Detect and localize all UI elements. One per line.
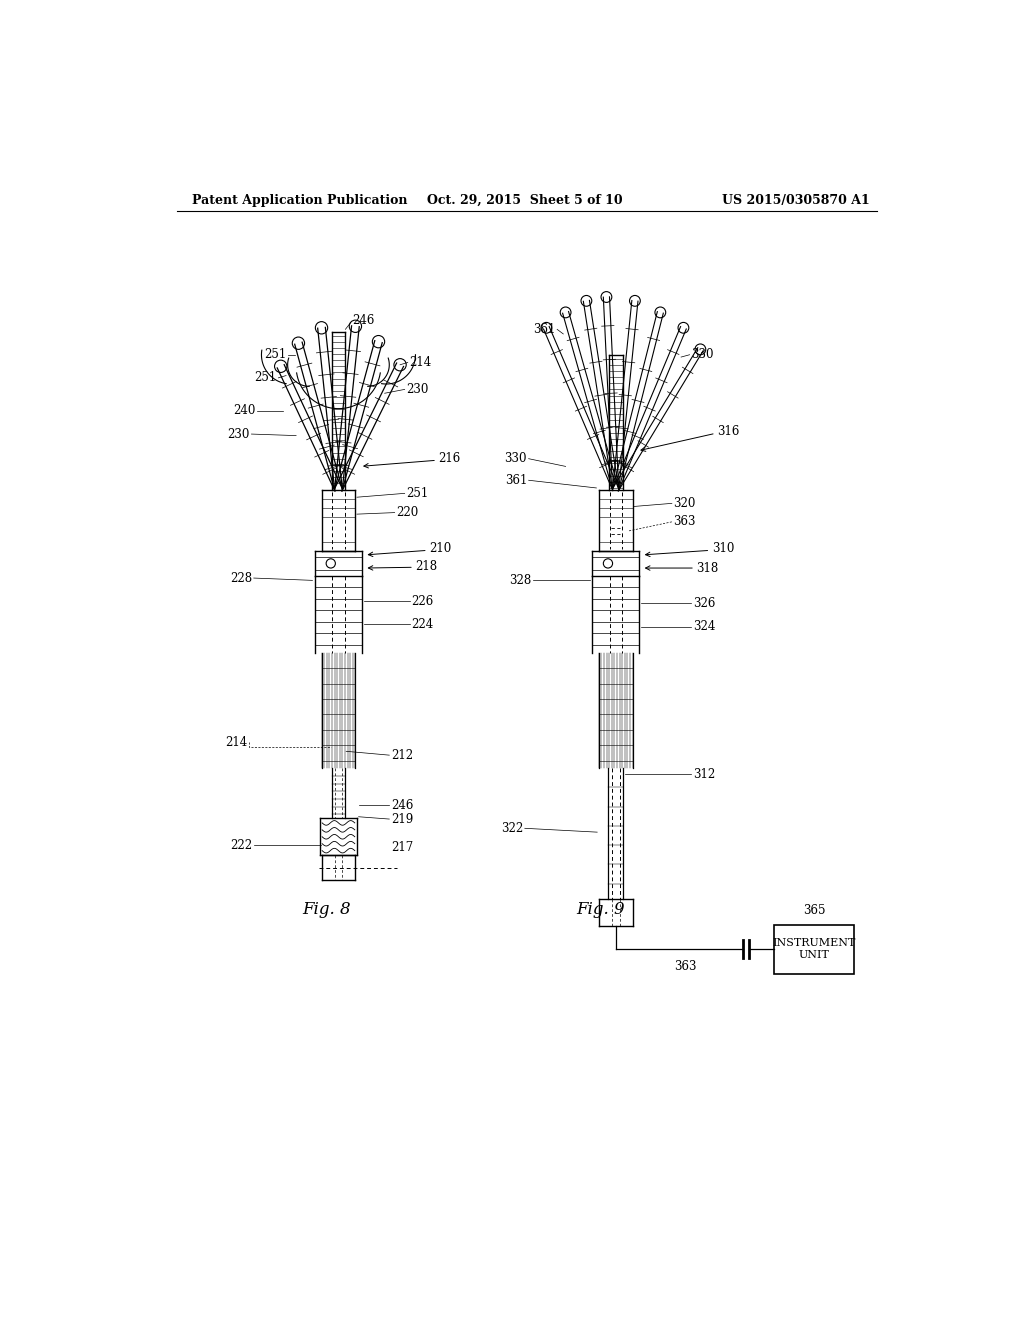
Text: 217: 217 <box>391 841 413 854</box>
Text: 251: 251 <box>264 348 286 362</box>
Text: 230: 230 <box>227 428 250 441</box>
Text: 222: 222 <box>230 838 252 851</box>
Text: 216: 216 <box>438 453 461 465</box>
Text: Fig. 9: Fig. 9 <box>575 900 625 917</box>
Text: 210: 210 <box>429 543 452 556</box>
Text: 326: 326 <box>692 597 715 610</box>
Text: 361: 361 <box>505 474 527 487</box>
Text: 365: 365 <box>803 904 825 917</box>
Text: 214: 214 <box>225 735 248 748</box>
Text: 246: 246 <box>352 314 375 326</box>
Text: 322: 322 <box>501 822 523 834</box>
Text: 228: 228 <box>230 572 252 585</box>
Text: 316: 316 <box>717 425 739 438</box>
Text: 330: 330 <box>505 453 527 465</box>
Text: 220: 220 <box>396 506 419 519</box>
Text: Oct. 29, 2015  Sheet 5 of 10: Oct. 29, 2015 Sheet 5 of 10 <box>427 194 623 207</box>
Bar <box>773 924 854 974</box>
Text: 361: 361 <box>534 323 556 335</box>
Text: 310: 310 <box>712 543 734 556</box>
Text: 328: 328 <box>509 574 531 587</box>
Text: 214: 214 <box>410 356 431 370</box>
Text: 312: 312 <box>692 768 715 781</box>
Text: 240: 240 <box>232 404 255 417</box>
Text: 363: 363 <box>674 960 696 973</box>
Text: 212: 212 <box>391 748 413 762</box>
Text: 218: 218 <box>416 560 437 573</box>
Text: 251: 251 <box>407 487 428 500</box>
Text: 230: 230 <box>407 383 429 396</box>
Text: Fig. 8: Fig. 8 <box>303 900 351 917</box>
Text: 330: 330 <box>691 348 714 362</box>
Text: 219: 219 <box>391 813 413 825</box>
Text: 324: 324 <box>692 620 715 634</box>
Text: 318: 318 <box>696 561 719 574</box>
Text: US 2015/0305870 A1: US 2015/0305870 A1 <box>722 194 869 207</box>
Text: INSTRUMENT
UNIT: INSTRUMENT UNIT <box>772 939 856 960</box>
Text: 363: 363 <box>674 515 696 528</box>
Text: 226: 226 <box>412 594 434 607</box>
Text: Patent Application Publication: Patent Application Publication <box>193 194 408 207</box>
Text: 251: 251 <box>255 371 276 384</box>
Text: 224: 224 <box>412 618 434 631</box>
Text: 320: 320 <box>674 496 695 510</box>
Text: 246: 246 <box>391 799 414 812</box>
